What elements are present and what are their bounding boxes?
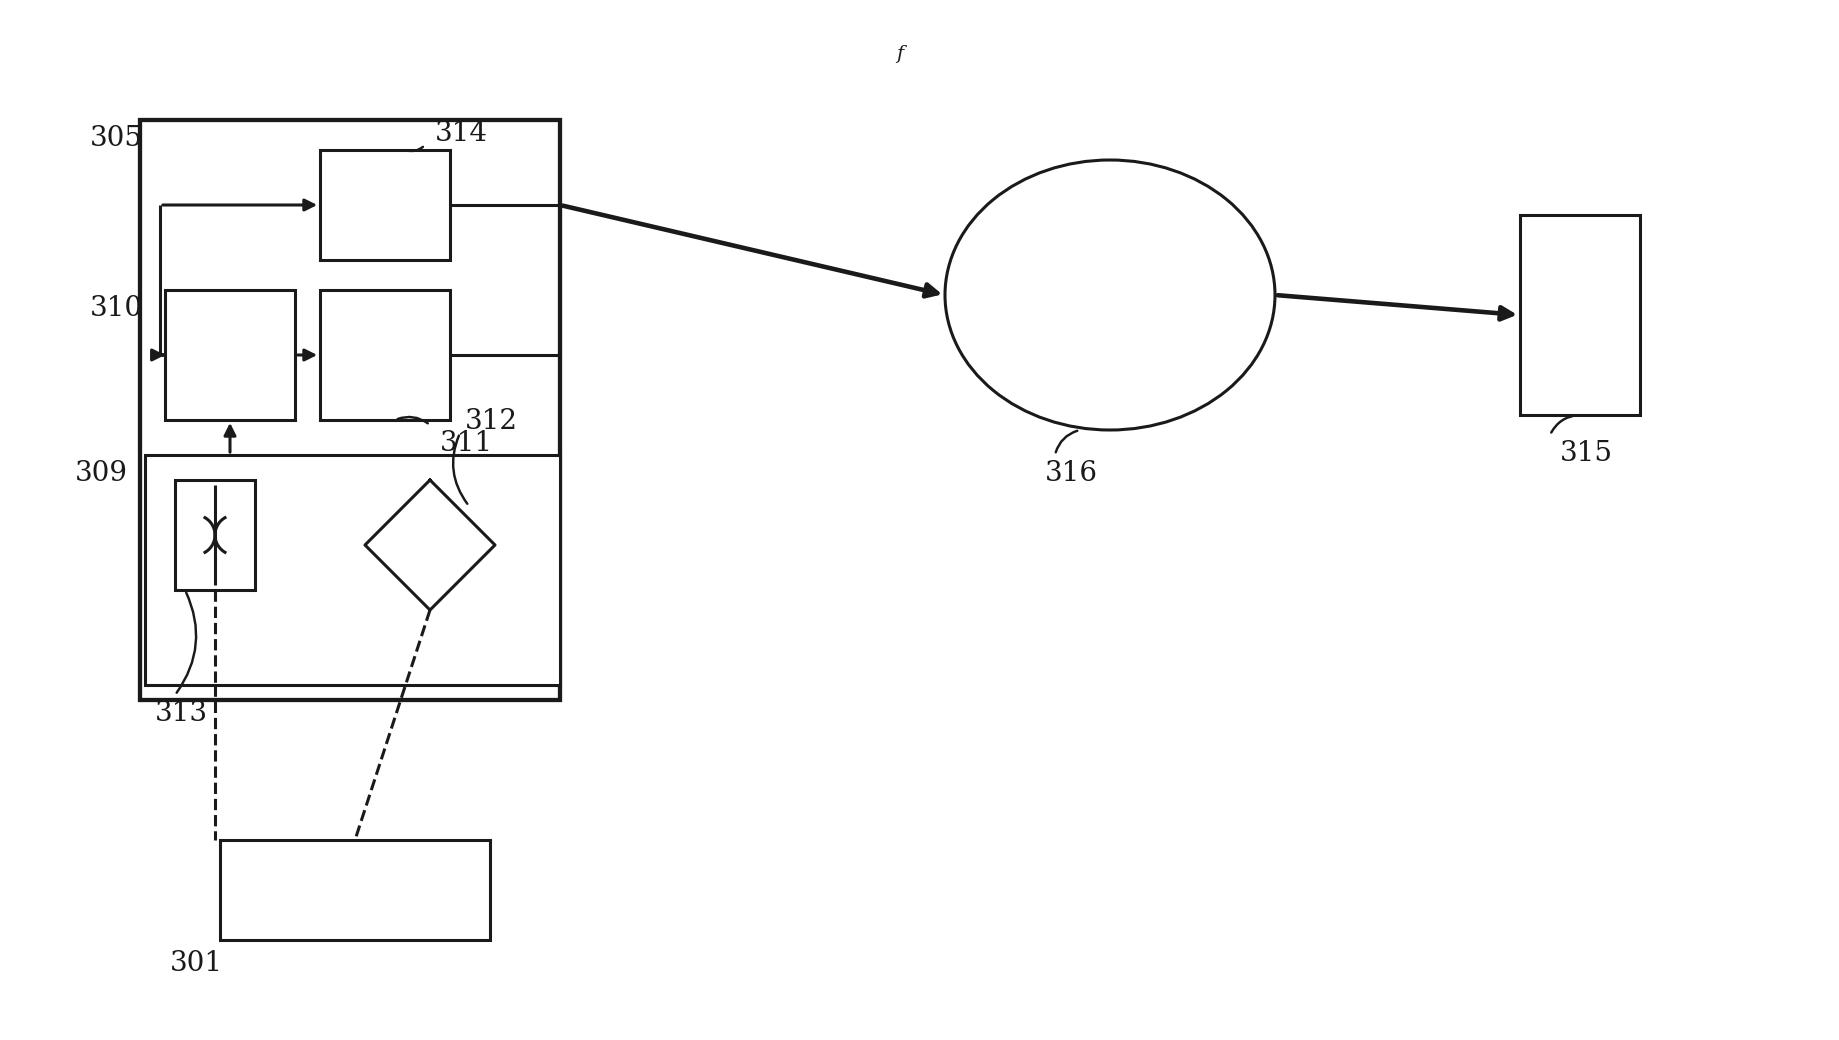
- Text: 301: 301: [169, 950, 223, 977]
- Text: 316: 316: [1045, 460, 1098, 487]
- Text: 310: 310: [90, 295, 143, 322]
- Text: 309: 309: [75, 460, 129, 487]
- Ellipse shape: [945, 160, 1274, 430]
- Text: 315: 315: [1559, 440, 1613, 467]
- Bar: [320, 290, 451, 420]
- Text: 314: 314: [434, 120, 487, 147]
- Bar: [145, 456, 559, 685]
- Bar: [166, 290, 294, 420]
- Text: 312: 312: [465, 408, 519, 435]
- Text: 313: 313: [154, 700, 208, 727]
- Bar: [320, 150, 451, 260]
- Text: f: f: [896, 45, 903, 63]
- Text: 311: 311: [440, 430, 493, 457]
- Bar: [175, 480, 256, 590]
- Bar: [221, 840, 489, 940]
- Text: 305: 305: [90, 125, 143, 152]
- Bar: [1519, 215, 1639, 415]
- Bar: [140, 120, 559, 700]
